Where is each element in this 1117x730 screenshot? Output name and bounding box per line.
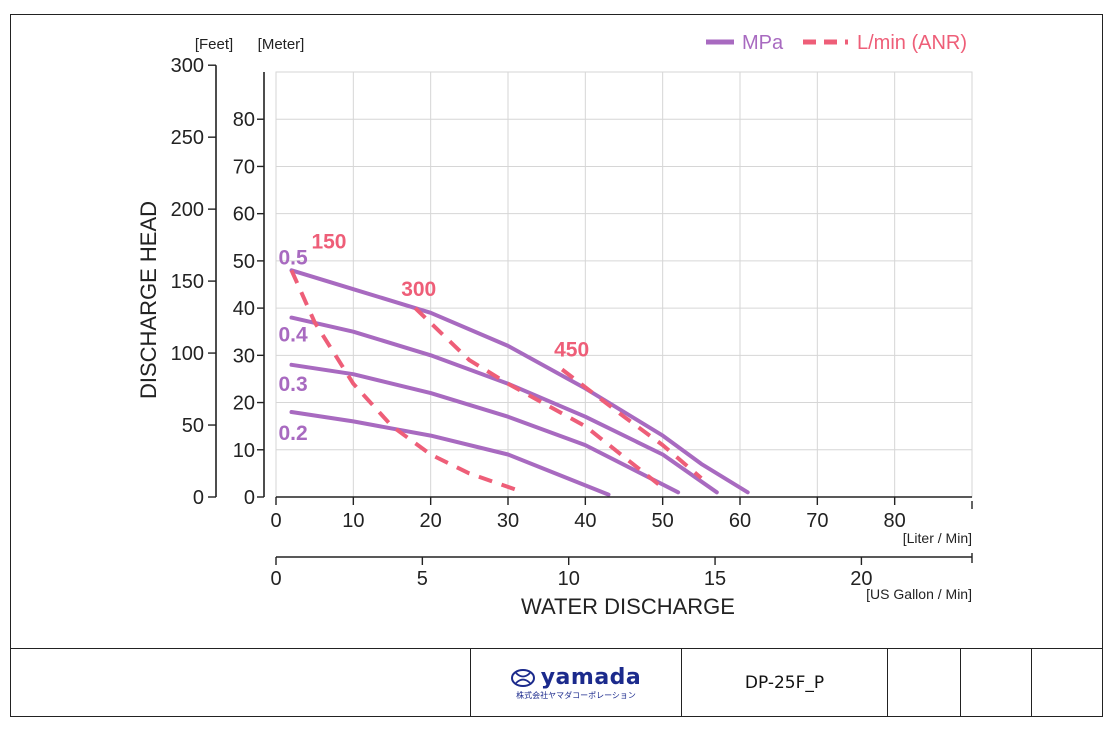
- feet-tick-label: 50: [182, 415, 204, 437]
- blank-cell-1: [887, 649, 960, 717]
- lmin-curve-450: [560, 367, 703, 480]
- feet-tick-label: 0: [193, 487, 204, 509]
- lmin-curve-label: 300: [401, 278, 436, 301]
- gpm-unit-label: [US Gallon / Min]: [866, 586, 972, 602]
- mpa-curve-0.3: [289, 362, 681, 495]
- drawing-sheet: [10, 14, 1103, 717]
- feet-tick-label: 300: [171, 55, 204, 77]
- lpm-tick-label: 10: [342, 510, 364, 532]
- lmin-curve-label: 450: [554, 339, 589, 362]
- blank-cell-2: [960, 649, 1031, 717]
- lpm-tick-label: 60: [729, 510, 751, 532]
- yamada-emblem-icon: [510, 668, 535, 687]
- lpm-tick-label: 80: [884, 510, 906, 532]
- lpm-unit-label: [Liter / Min]: [903, 530, 972, 546]
- meter-tick-label: 40: [233, 298, 255, 320]
- lpm-tick-label: 70: [806, 510, 828, 532]
- feet-tick-label: 150: [171, 271, 204, 293]
- gpm-tick-label: 15: [704, 568, 726, 590]
- logo-text: yamada: [540, 664, 642, 690]
- plot-area: [275, 71, 973, 498]
- feet-tick-label: 100: [171, 343, 204, 365]
- legend-mpa-label: MPa: [742, 32, 784, 54]
- meter-tick-label: 70: [233, 156, 255, 178]
- mpa-curve-label: 0.5: [278, 246, 308, 269]
- mpa-curve-0.5: [289, 268, 750, 495]
- mpa-curve-label: 0.4: [278, 324, 308, 347]
- title-block: yamada 株式会社ヤマダコーポレーション DP-25F_P: [10, 648, 1103, 717]
- lpm-tick-label: 40: [574, 510, 596, 532]
- lpm-tick-label: 0: [270, 510, 281, 532]
- lpm-tick-label: 30: [497, 510, 519, 532]
- mpa-curve-label: 0.2: [278, 422, 307, 445]
- meter-tick-label: 50: [233, 251, 255, 273]
- gpm-tick-label: 0: [270, 568, 281, 590]
- meter-tick-label: 20: [233, 393, 255, 415]
- drawing-number: DP-25F_P: [744, 673, 825, 693]
- lmin-curve-150: [289, 269, 525, 495]
- chart-curves: [289, 268, 750, 497]
- feet-tick-label: 200: [171, 199, 204, 221]
- logo-subtext: 株式会社ヤマダコーポレーション: [516, 690, 636, 700]
- feet-tick-label: 250: [171, 127, 204, 149]
- blank-cell-3: [1031, 649, 1103, 717]
- gpm-tick-label: 20: [850, 568, 872, 590]
- meter-tick-label: 0: [244, 487, 255, 509]
- gpm-tick-label: 5: [417, 568, 428, 590]
- yamada-logo: yamada 株式会社ヤマダコーポレーション: [510, 664, 642, 700]
- gpm-tick-label: 10: [558, 568, 580, 590]
- lpm-tick-label: 50: [652, 510, 674, 532]
- lmin-curve-300: [413, 306, 664, 490]
- x-axis-title: WATER DISCHARGE: [521, 594, 735, 619]
- feet-unit-label: [Feet]: [195, 36, 233, 53]
- meter-tick-label: 60: [233, 204, 255, 226]
- mpa-curve-label: 0.3: [278, 373, 307, 396]
- meter-tick-label: 80: [233, 109, 255, 131]
- drawing-number-cell: DP-25F_P: [681, 649, 887, 717]
- logo-cell: yamada 株式会社ヤマダコーポレーション: [470, 649, 681, 717]
- chart-grid: [275, 71, 973, 498]
- meter-unit-label: [Meter]: [258, 36, 305, 53]
- lmin-curve-label: 150: [311, 230, 346, 253]
- y-axis-title: DISCHARGE HEAD: [136, 201, 161, 399]
- lpm-tick-label: 20: [420, 510, 442, 532]
- legend-lmin-label: L/min (ANR): [857, 32, 967, 54]
- meter-tick-label: 30: [233, 345, 255, 367]
- meter-tick-label: 10: [233, 440, 255, 462]
- mpa-curve-0.2: [289, 410, 611, 497]
- chart-axes: [208, 64, 973, 565]
